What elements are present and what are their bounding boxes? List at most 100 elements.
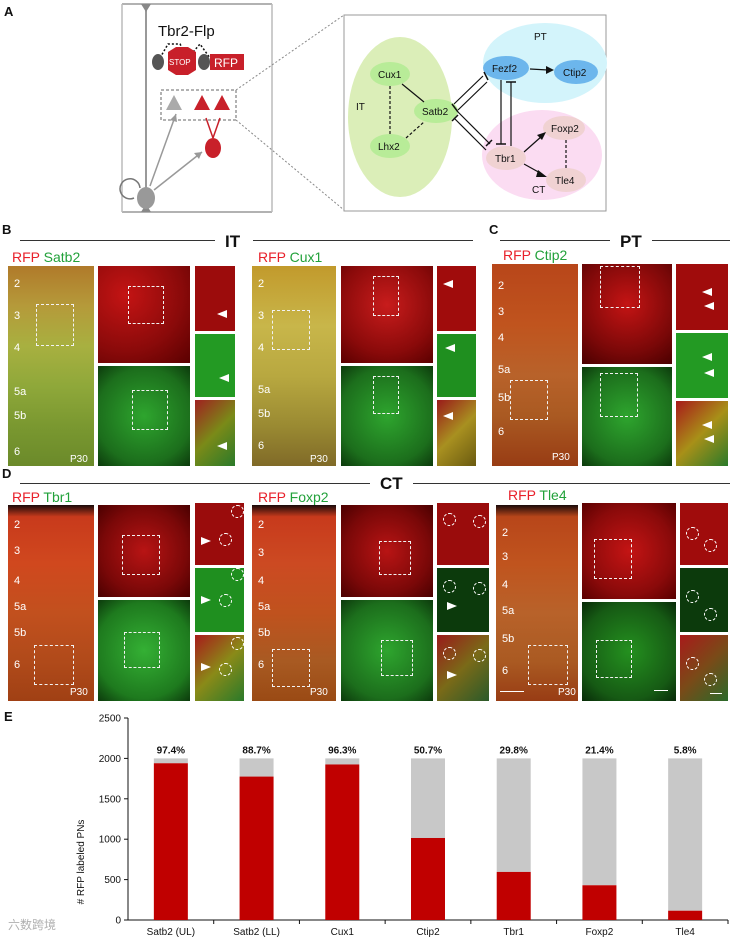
divider-line	[20, 483, 370, 484]
grey-neuron-icon	[166, 95, 182, 110]
node-tbr1: Tbr1	[495, 154, 516, 165]
scale-bar	[654, 690, 668, 691]
micrograph-satb2-rfp	[98, 266, 190, 363]
node-tle4: Tle4	[555, 176, 575, 187]
x-tick-label: Satb2 (UL)	[147, 927, 195, 938]
scale-bar	[710, 693, 722, 694]
micrograph-satb2-zoom-red	[195, 266, 235, 331]
y-tick-label: 500	[104, 875, 121, 886]
node-cux1: Cux1	[378, 70, 402, 81]
scale-bar	[500, 691, 524, 692]
bar-colabeled	[582, 885, 617, 920]
stain-label-d2: RFP Foxp2	[258, 489, 329, 505]
divider-line	[413, 483, 730, 484]
micrograph-foxp2-zoom-green	[437, 568, 489, 632]
bar-remaining	[153, 758, 188, 764]
x-tick-label: Tle4	[675, 927, 695, 938]
micrograph-cux1-overview: 2 3 4 5a 5b 6 P30	[252, 266, 336, 466]
stain-label-b2: RFP Cux1	[258, 249, 323, 265]
micrograph-cux1-zoom-green	[437, 334, 476, 397]
micrograph-ctip2-green	[582, 367, 672, 466]
micrograph-cux1-green	[341, 366, 433, 466]
panel-letter-c: C	[489, 222, 499, 237]
micrograph-ctip2-rfp	[582, 264, 672, 364]
micrograph-foxp2-rfp	[341, 505, 433, 597]
micrograph-tbr1-zoom-red	[195, 503, 244, 565]
reporter-label: RFP	[214, 56, 238, 70]
age-label: P30	[70, 454, 88, 465]
section-title-ct: CT	[380, 474, 403, 493]
micrograph-ctip2-zoom-red	[676, 264, 728, 330]
divider-line	[20, 240, 215, 241]
region-label-it: IT	[356, 102, 365, 113]
y-tick-label: 1000	[99, 835, 122, 846]
y-axis-label: # RFP labeled PNs	[76, 820, 87, 905]
micrograph-tle4-zoom-green	[680, 568, 728, 632]
micrograph-satb2-overview: 2 3 4 5a 5b 6 P30	[8, 266, 94, 466]
stop-label: STOP	[169, 58, 191, 67]
micrograph-satb2-zoom-merge	[195, 400, 235, 466]
stain-label-d3: RFP Tle4	[508, 487, 567, 503]
panel-letter-a: A	[4, 4, 14, 19]
percent-label: 96.3%	[328, 745, 356, 756]
bar-chart: 0 500 1000 1500 2000 2500 97.4% Satb2 (UL) 88.7…	[76, 714, 729, 938]
panel-letter-e: E	[4, 709, 13, 724]
arrowhead-icon	[217, 310, 227, 318]
node-ctip2: Ctip2	[563, 68, 587, 79]
x-tick-label: Tbr1	[503, 927, 524, 938]
red-neuron-icon	[194, 95, 210, 110]
micrograph-tle4-overview: 2 3 4 5a 5b 6 P30	[496, 505, 578, 701]
watermark: 六数跨境	[8, 918, 57, 932]
micrograph-tle4-zoom-merge	[680, 635, 728, 701]
stain-label-c1: RFP Ctip2	[503, 247, 568, 263]
micrograph-tle4-green	[582, 602, 676, 701]
bar-colabeled	[153, 763, 188, 920]
bar-colabeled	[496, 871, 531, 920]
x-tick-label: Satb2 (LL)	[233, 927, 280, 938]
micrograph-tbr1-zoom-merge	[195, 635, 244, 701]
stain-label-d1: RFP Tbr1	[12, 489, 73, 505]
micrograph-foxp2-overview: 2 3 4 5a 5b 6 P30	[252, 505, 336, 701]
bar-colabeled	[325, 764, 360, 920]
node-lhx2: Lhx2	[378, 142, 400, 153]
x-tick-label: Ctip2	[416, 927, 440, 938]
zoom-box	[36, 304, 74, 346]
y-tick-label: 2000	[99, 754, 122, 765]
bar-remaining	[496, 758, 531, 872]
bar-remaining	[411, 758, 445, 838]
node-foxp2: Foxp2	[551, 124, 579, 135]
bar-remaining	[668, 758, 703, 911]
micrograph-tbr1-overview: 2 3 4 5a 5b 6 P30	[8, 505, 94, 701]
bar-colabeled	[239, 776, 274, 920]
micrograph-cux1-zoom-red	[437, 266, 476, 331]
percent-label: 97.4%	[157, 745, 185, 756]
micrograph-foxp2-zoom-merge	[437, 635, 489, 701]
micrograph-tle4-zoom-red	[680, 503, 728, 565]
divider-line	[500, 240, 610, 241]
micrograph-cux1-zoom-merge	[437, 400, 476, 466]
micrograph-satb2-green	[98, 366, 190, 466]
stain-label-b1: RFP Satb2	[12, 249, 81, 265]
bar-remaining	[239, 758, 274, 777]
node-satb2: Satb2	[422, 107, 449, 118]
x-tick-label: Cux1	[331, 927, 355, 938]
percent-label: 29.8%	[500, 745, 528, 756]
micrograph-ctip2-zoom-green	[676, 333, 728, 398]
divider-line	[253, 240, 473, 241]
bar-colabeled	[668, 910, 703, 920]
bar-remaining	[325, 758, 360, 765]
micrograph-tle4-rfp	[582, 503, 676, 599]
node-fezf2: Fezf2	[492, 64, 517, 75]
divider-line	[652, 240, 730, 241]
x-tick-label: Foxp2	[586, 927, 614, 938]
arrowhead-icon	[217, 442, 227, 450]
percent-label: 88.7%	[242, 745, 270, 756]
micrograph-foxp2-green	[341, 600, 433, 701]
micrograph-foxp2-zoom-red	[437, 503, 489, 565]
micrograph-satb2-zoom-green	[195, 334, 235, 397]
section-title-it: IT	[225, 232, 241, 251]
panel-letter-d: D	[2, 466, 12, 481]
bar-remaining	[582, 758, 617, 886]
region-label-ct: CT	[532, 185, 545, 196]
percent-label: 21.4%	[585, 745, 613, 756]
